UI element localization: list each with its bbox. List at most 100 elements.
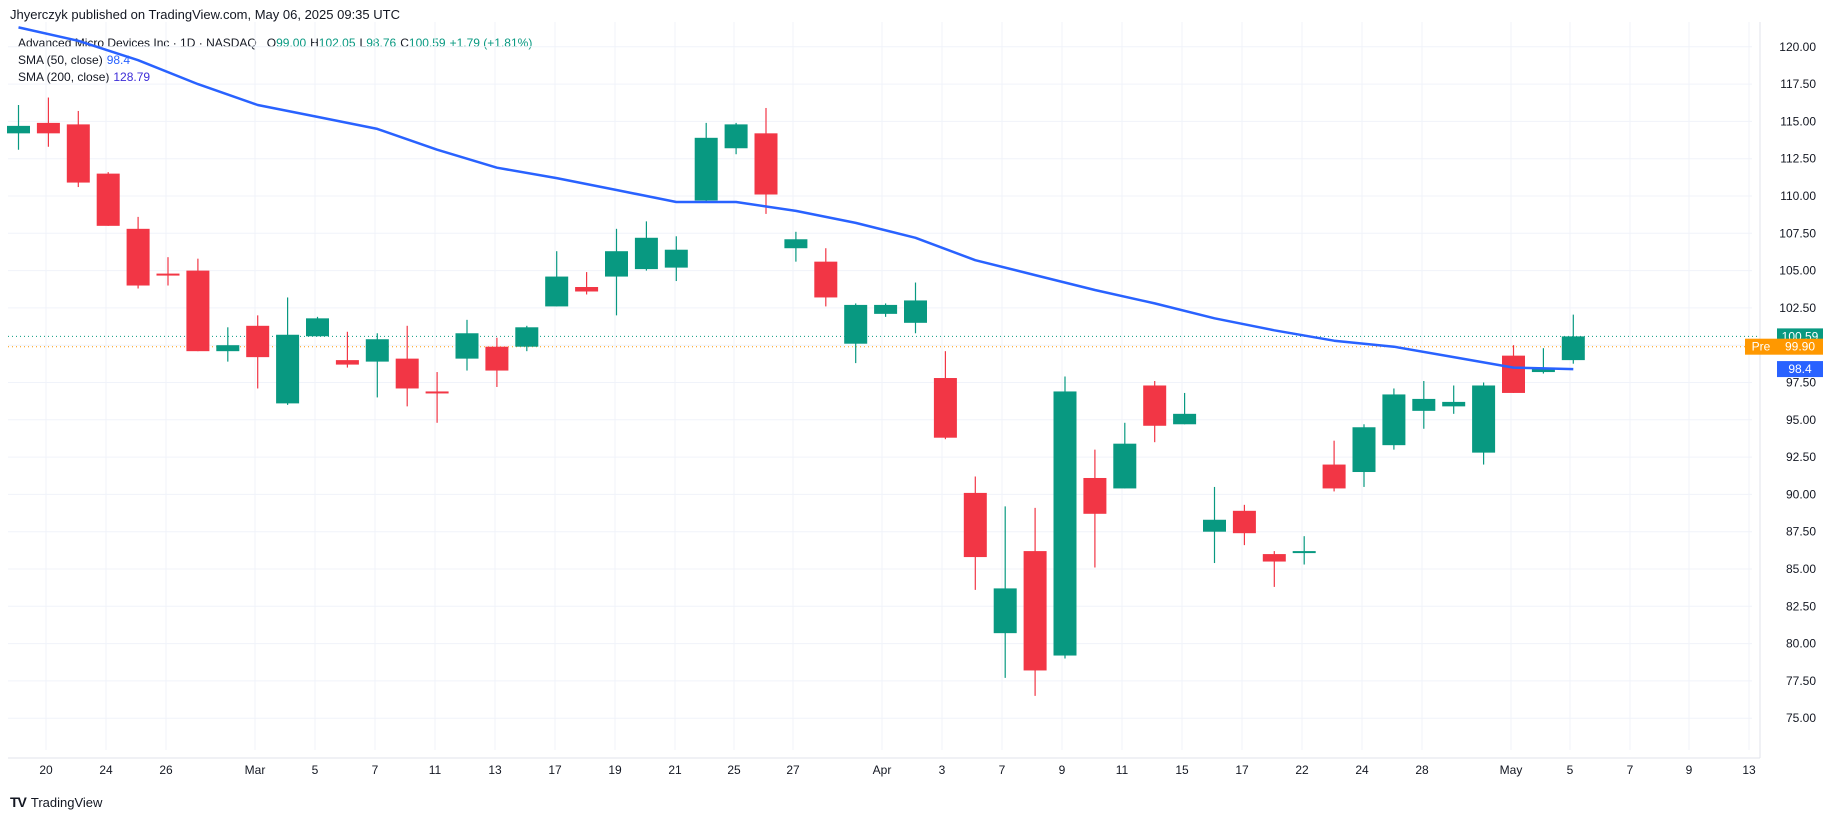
price-chart[interactable]: 75.00 77.50 80.00 82.50 85.00 87.50 90.00 92.50… — [0, 0, 1835, 790]
x-tick-label: 15 — [1175, 763, 1189, 777]
y-tick-label: 82.50 — [1786, 599, 1816, 613]
x-tick-label: 7 — [372, 763, 379, 777]
time-axis[interactable]: 20 24 26 Mar 5 7 11 13 17 19 21 25 27 Apr 3 7 9 11 15 17 22 2… — [39, 763, 1756, 777]
y-tick-label: 77.50 — [1786, 674, 1816, 688]
candle — [1472, 382, 1496, 465]
candle — [605, 228, 628, 316]
candle-body — [1382, 394, 1406, 446]
x-tick-label: 7 — [1627, 763, 1634, 777]
candle — [485, 337, 509, 387]
candle-body — [754, 133, 778, 195]
x-tick-label: 25 — [727, 763, 741, 777]
candle-body — [963, 492, 987, 558]
candle — [993, 506, 1017, 678]
candle-body — [306, 318, 329, 337]
candle — [1113, 422, 1137, 489]
candle-body — [1143, 385, 1167, 426]
candle — [455, 319, 479, 371]
candle-body — [7, 125, 30, 134]
candle-body — [1203, 519, 1226, 532]
sma50-tag-bg — [1777, 361, 1823, 378]
footer-branding[interactable]: TV TradingView — [10, 794, 102, 810]
candle — [276, 297, 300, 405]
candle — [1232, 504, 1256, 546]
x-tick-label: Mar — [245, 763, 266, 777]
legend-sma200-value: 128.79 — [113, 70, 151, 84]
price-axis[interactable]: 75.00 77.50 80.00 82.50 85.00 87.50 90.00 92.50… — [1779, 40, 1816, 725]
legend-low-label: L — [359, 36, 367, 50]
candle-body — [1472, 385, 1496, 453]
candle — [335, 331, 359, 368]
candle-body — [455, 333, 479, 359]
x-tick-label: 27 — [786, 763, 800, 777]
y-tick-label: 75.00 — [1786, 711, 1816, 725]
candle — [306, 316, 329, 337]
candle-body — [1561, 336, 1585, 361]
candle-body — [395, 358, 419, 389]
candle — [694, 122, 718, 202]
candle — [395, 325, 419, 407]
sma50-tag-label: 98.4 — [1788, 362, 1812, 376]
candle-body — [246, 325, 270, 358]
legend-sma200-label: SMA (200, close) — [18, 70, 110, 84]
y-tick-label: 87.50 — [1786, 525, 1816, 539]
y-tick-label: 97.50 — [1786, 376, 1816, 390]
x-tick-label: 19 — [608, 763, 622, 777]
x-tick-label: 24 — [1355, 763, 1369, 777]
candle — [1412, 381, 1436, 429]
candle — [1143, 381, 1167, 443]
pre-market-tag: Pre 99.90 — [1745, 338, 1823, 355]
candle — [1502, 345, 1525, 393]
sma50-line — [18, 26, 1574, 371]
candle-body — [186, 270, 210, 352]
candle-body — [515, 327, 539, 347]
candle-body — [1502, 355, 1525, 393]
candle — [515, 325, 539, 352]
legend-open-label: O — [266, 36, 277, 50]
candle — [36, 97, 60, 147]
pre-market-tag-bg — [1777, 338, 1823, 355]
candle-body — [575, 287, 599, 292]
candle — [1023, 507, 1047, 696]
y-tick-label: 85.00 — [1786, 562, 1816, 576]
candle-body — [993, 588, 1017, 634]
y-tick-label: 107.50 — [1779, 226, 1816, 240]
legend-sma50-label: SMA (50, close) — [18, 53, 103, 67]
candle-body — [605, 251, 628, 277]
y-tick-label: 112.50 — [1780, 152, 1816, 166]
candle-body — [66, 124, 90, 183]
price-reference-lines — [8, 335, 1760, 348]
publisher-caption: Jhyerczyk published on TradingView.com, … — [10, 7, 400, 22]
candle — [1262, 551, 1286, 587]
candle — [365, 333, 389, 398]
legend-high-label: H — [310, 36, 319, 50]
candle-body — [216, 345, 240, 352]
y-tick-label: 95.00 — [1786, 413, 1816, 427]
candle-body — [1322, 464, 1346, 489]
x-tick-label: May — [1500, 763, 1523, 777]
candle-body — [1232, 510, 1256, 534]
candle-body — [96, 173, 120, 226]
x-tick-label: 26 — [159, 763, 173, 777]
x-tick-label: 13 — [488, 763, 502, 777]
candle-body — [335, 360, 359, 365]
candle-body — [844, 304, 868, 344]
candle-body — [1412, 398, 1436, 411]
legend-sma200-row[interactable]: SMA (200, close) 128.79 — [18, 69, 532, 86]
candle — [1083, 449, 1107, 568]
x-tick-label: 9 — [1059, 763, 1066, 777]
candle — [1053, 376, 1077, 659]
x-tick-label: 5 — [1567, 763, 1574, 777]
x-tick-label: 3 — [939, 763, 946, 777]
candle — [1382, 388, 1406, 450]
x-tick-label: 28 — [1415, 763, 1429, 777]
candle-body — [1442, 401, 1466, 407]
x-tick-label: 5 — [312, 763, 319, 777]
candle-body — [724, 124, 748, 149]
candle — [784, 231, 808, 262]
candle-body — [1113, 443, 1137, 489]
pre-market-tag-prefix: Pre — [1752, 340, 1771, 354]
pre-market-tag-prefix-bg — [1745, 338, 1777, 355]
candle-body — [1531, 367, 1555, 373]
